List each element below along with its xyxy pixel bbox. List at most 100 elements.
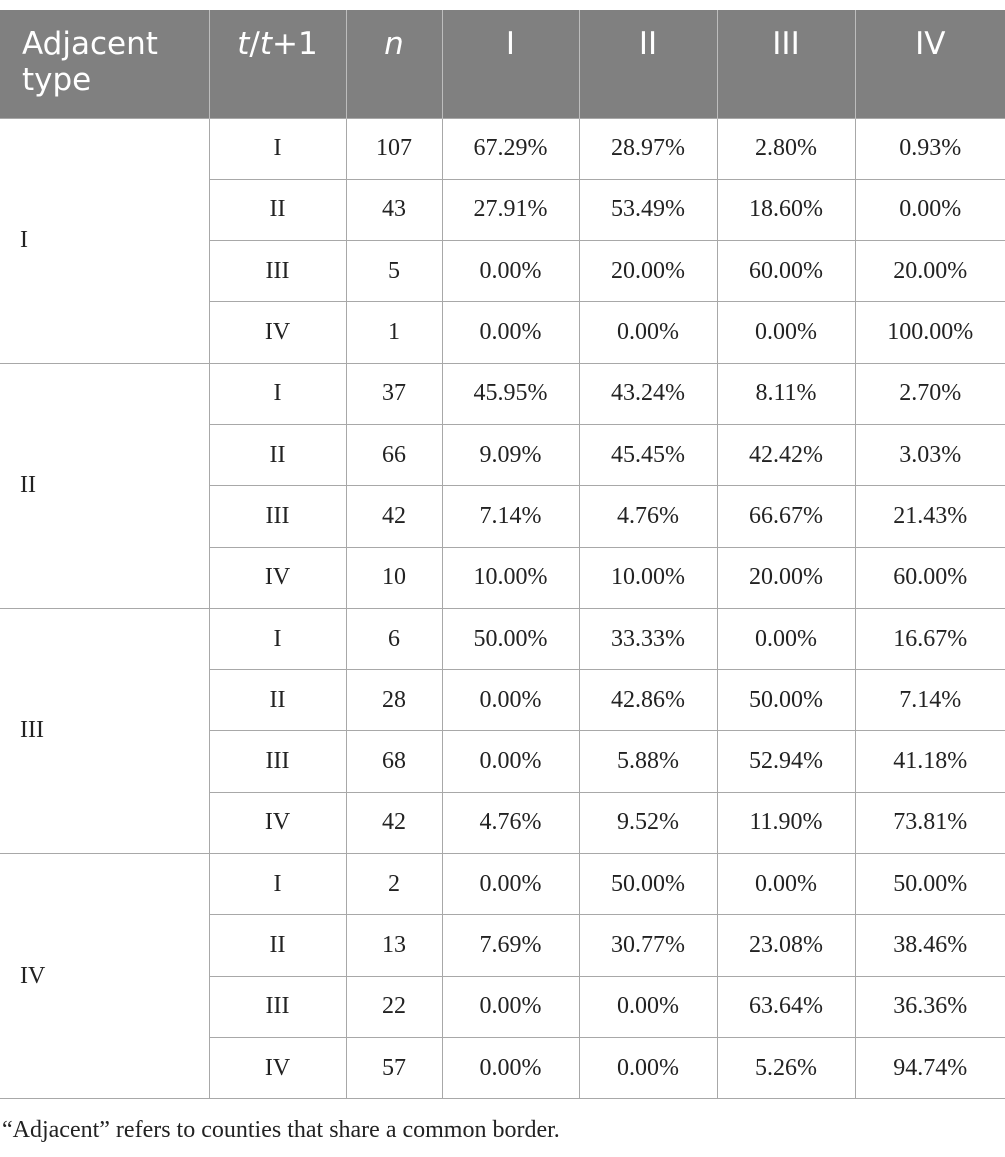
- probability-cell: 7.14%: [854, 669, 1005, 732]
- probability-cell: 21.43%: [854, 485, 1005, 548]
- probability-cell: 63.64%: [716, 975, 856, 1038]
- table-row: III 68 0.00% 5.88% 52.94% 41.18%: [0, 730, 1005, 793]
- table-row: III 5 0.00% 20.00% 60.00% 20.00%: [0, 240, 1005, 303]
- probability-cell: 43.24%: [578, 362, 718, 425]
- probability-cell: 11.90%: [716, 791, 856, 855]
- probability-cell: 10.00%: [441, 546, 580, 609]
- probability-cell: 0.00%: [716, 301, 856, 364]
- probability-cell: 42.42%: [716, 423, 856, 487]
- probability-cell: 30.77%: [578, 914, 718, 977]
- state-t-cell: II: [209, 914, 347, 977]
- state-t-cell: II: [209, 669, 347, 732]
- probability-cell: 9.52%: [578, 791, 718, 855]
- table-row: I I 107 67.29% 28.97% 2.80% 0.93%: [0, 117, 1005, 364]
- count-cell: 2: [345, 853, 443, 916]
- probability-cell: 3.03%: [854, 423, 1005, 487]
- table-row: III 42 7.14% 4.76% 66.67% 21.43%: [0, 485, 1005, 548]
- probability-cell: 28.97%: [578, 117, 718, 180]
- header-t-t1: t/t+1: [208, 10, 346, 118]
- probability-cell: 0.00%: [716, 607, 856, 671]
- table-row: II 43 27.91% 53.49% 18.60% 0.00%: [0, 178, 1005, 242]
- adjacent-type-label: II: [0, 362, 210, 609]
- probability-cell: 27.91%: [441, 178, 580, 242]
- table-row: III 22 0.00% 0.00% 63.64% 36.36%: [0, 975, 1005, 1038]
- header-col-2: II: [578, 10, 717, 118]
- probability-cell: 8.11%: [716, 362, 856, 425]
- count-cell: 68: [345, 730, 443, 793]
- count-cell: 66: [345, 423, 443, 487]
- footnote: “Adjacent” refers to counties that share…: [2, 1117, 560, 1143]
- count-cell: 5: [345, 240, 443, 303]
- state-t-cell: IV: [209, 546, 347, 609]
- table-row: II 28 0.00% 42.86% 50.00% 7.14%: [0, 669, 1005, 732]
- count-cell: 28: [345, 669, 443, 732]
- probability-cell: 42.86%: [578, 669, 718, 732]
- probability-cell: 73.81%: [854, 791, 1005, 855]
- state-t-cell: I: [208, 607, 347, 671]
- probability-cell: 0.00%: [441, 301, 580, 364]
- probability-cell: 60.00%: [716, 240, 856, 303]
- state-t-cell: III: [209, 240, 347, 303]
- header-adjacent-type: Adjacent type: [0, 10, 209, 118]
- probability-cell: 52.94%: [716, 730, 856, 793]
- probability-cell: 2.70%: [854, 362, 1005, 425]
- probability-cell: 38.46%: [854, 914, 1005, 977]
- probability-cell: 0.00%: [716, 853, 856, 916]
- probability-cell: 100.00%: [854, 301, 1005, 364]
- header-row: Adjacent type t/t+1 n I II III IV: [0, 10, 1005, 118]
- probability-cell: 53.49%: [578, 178, 718, 242]
- probability-cell: 50.00%: [578, 853, 718, 916]
- state-t-cell: I: [208, 853, 347, 916]
- probability-cell: 0.00%: [441, 240, 580, 303]
- probability-cell: 60.00%: [854, 546, 1005, 609]
- probability-cell: 67.29%: [441, 117, 580, 180]
- probability-cell: 0.00%: [441, 853, 580, 916]
- state-t-cell: II: [209, 423, 347, 487]
- count-cell: 37: [345, 362, 443, 425]
- header-col-4: IV: [854, 10, 1005, 118]
- count-cell: 6: [345, 607, 443, 671]
- probability-cell: 5.88%: [578, 730, 718, 793]
- probability-cell: 4.76%: [441, 791, 580, 855]
- probability-cell: 0.00%: [441, 730, 580, 793]
- probability-cell: 50.00%: [441, 607, 580, 671]
- probability-cell: 20.00%: [716, 546, 856, 609]
- probability-cell: 66.67%: [716, 485, 856, 548]
- count-cell: 42: [345, 485, 443, 548]
- count-cell: 13: [345, 914, 443, 977]
- probability-cell: 20.00%: [578, 240, 718, 303]
- count-cell: 22: [345, 975, 443, 1038]
- adjacent-type-label: I: [0, 117, 210, 364]
- probability-cell: 2.80%: [716, 117, 856, 180]
- count-cell: 57: [345, 1036, 443, 1100]
- count-cell: 1: [345, 301, 443, 364]
- probability-cell: 0.00%: [578, 301, 718, 364]
- probability-cell: 10.00%: [578, 546, 718, 609]
- probability-cell: 0.00%: [854, 178, 1005, 242]
- table-row: IV I 2 0.00% 50.00% 0.00% 50.00%: [0, 853, 1005, 1100]
- count-cell: 43: [345, 178, 443, 242]
- count-cell: 10: [345, 546, 443, 609]
- probability-cell: 41.18%: [854, 730, 1005, 793]
- probability-cell: 0.00%: [441, 669, 580, 732]
- probability-cell: 50.00%: [716, 669, 856, 732]
- probability-cell: 16.67%: [854, 607, 1005, 671]
- table-row: II I 37 45.95% 43.24% 8.11% 2.70%: [0, 362, 1005, 609]
- header-n: n: [345, 10, 442, 118]
- probability-cell: 7.69%: [441, 914, 580, 977]
- probability-cell: 7.14%: [441, 485, 580, 548]
- probability-cell: 45.45%: [578, 423, 718, 487]
- probability-cell: 0.00%: [578, 1036, 718, 1100]
- state-t-cell: IV: [209, 791, 347, 855]
- transition-table: Adjacent type t/t+1 n I II III IV I I 107 67…: [0, 10, 1005, 1100]
- table-row: II 13 7.69% 30.77% 23.08% 38.46%: [0, 914, 1005, 977]
- state-t-cell: III: [209, 975, 347, 1038]
- adjacent-type-label: IV: [0, 853, 210, 1100]
- probability-cell: 0.93%: [854, 117, 1005, 180]
- probability-cell: 0.00%: [441, 975, 580, 1038]
- table-row: IV 42 4.76% 9.52% 11.90% 73.81%: [0, 791, 1005, 855]
- probability-cell: 20.00%: [854, 240, 1005, 303]
- table-row: II 66 9.09% 45.45% 42.42% 3.03%: [0, 423, 1005, 487]
- probability-cell: 50.00%: [854, 853, 1005, 916]
- table-row: III I 6 50.00% 33.33% 0.00% 16.67%: [0, 607, 1005, 855]
